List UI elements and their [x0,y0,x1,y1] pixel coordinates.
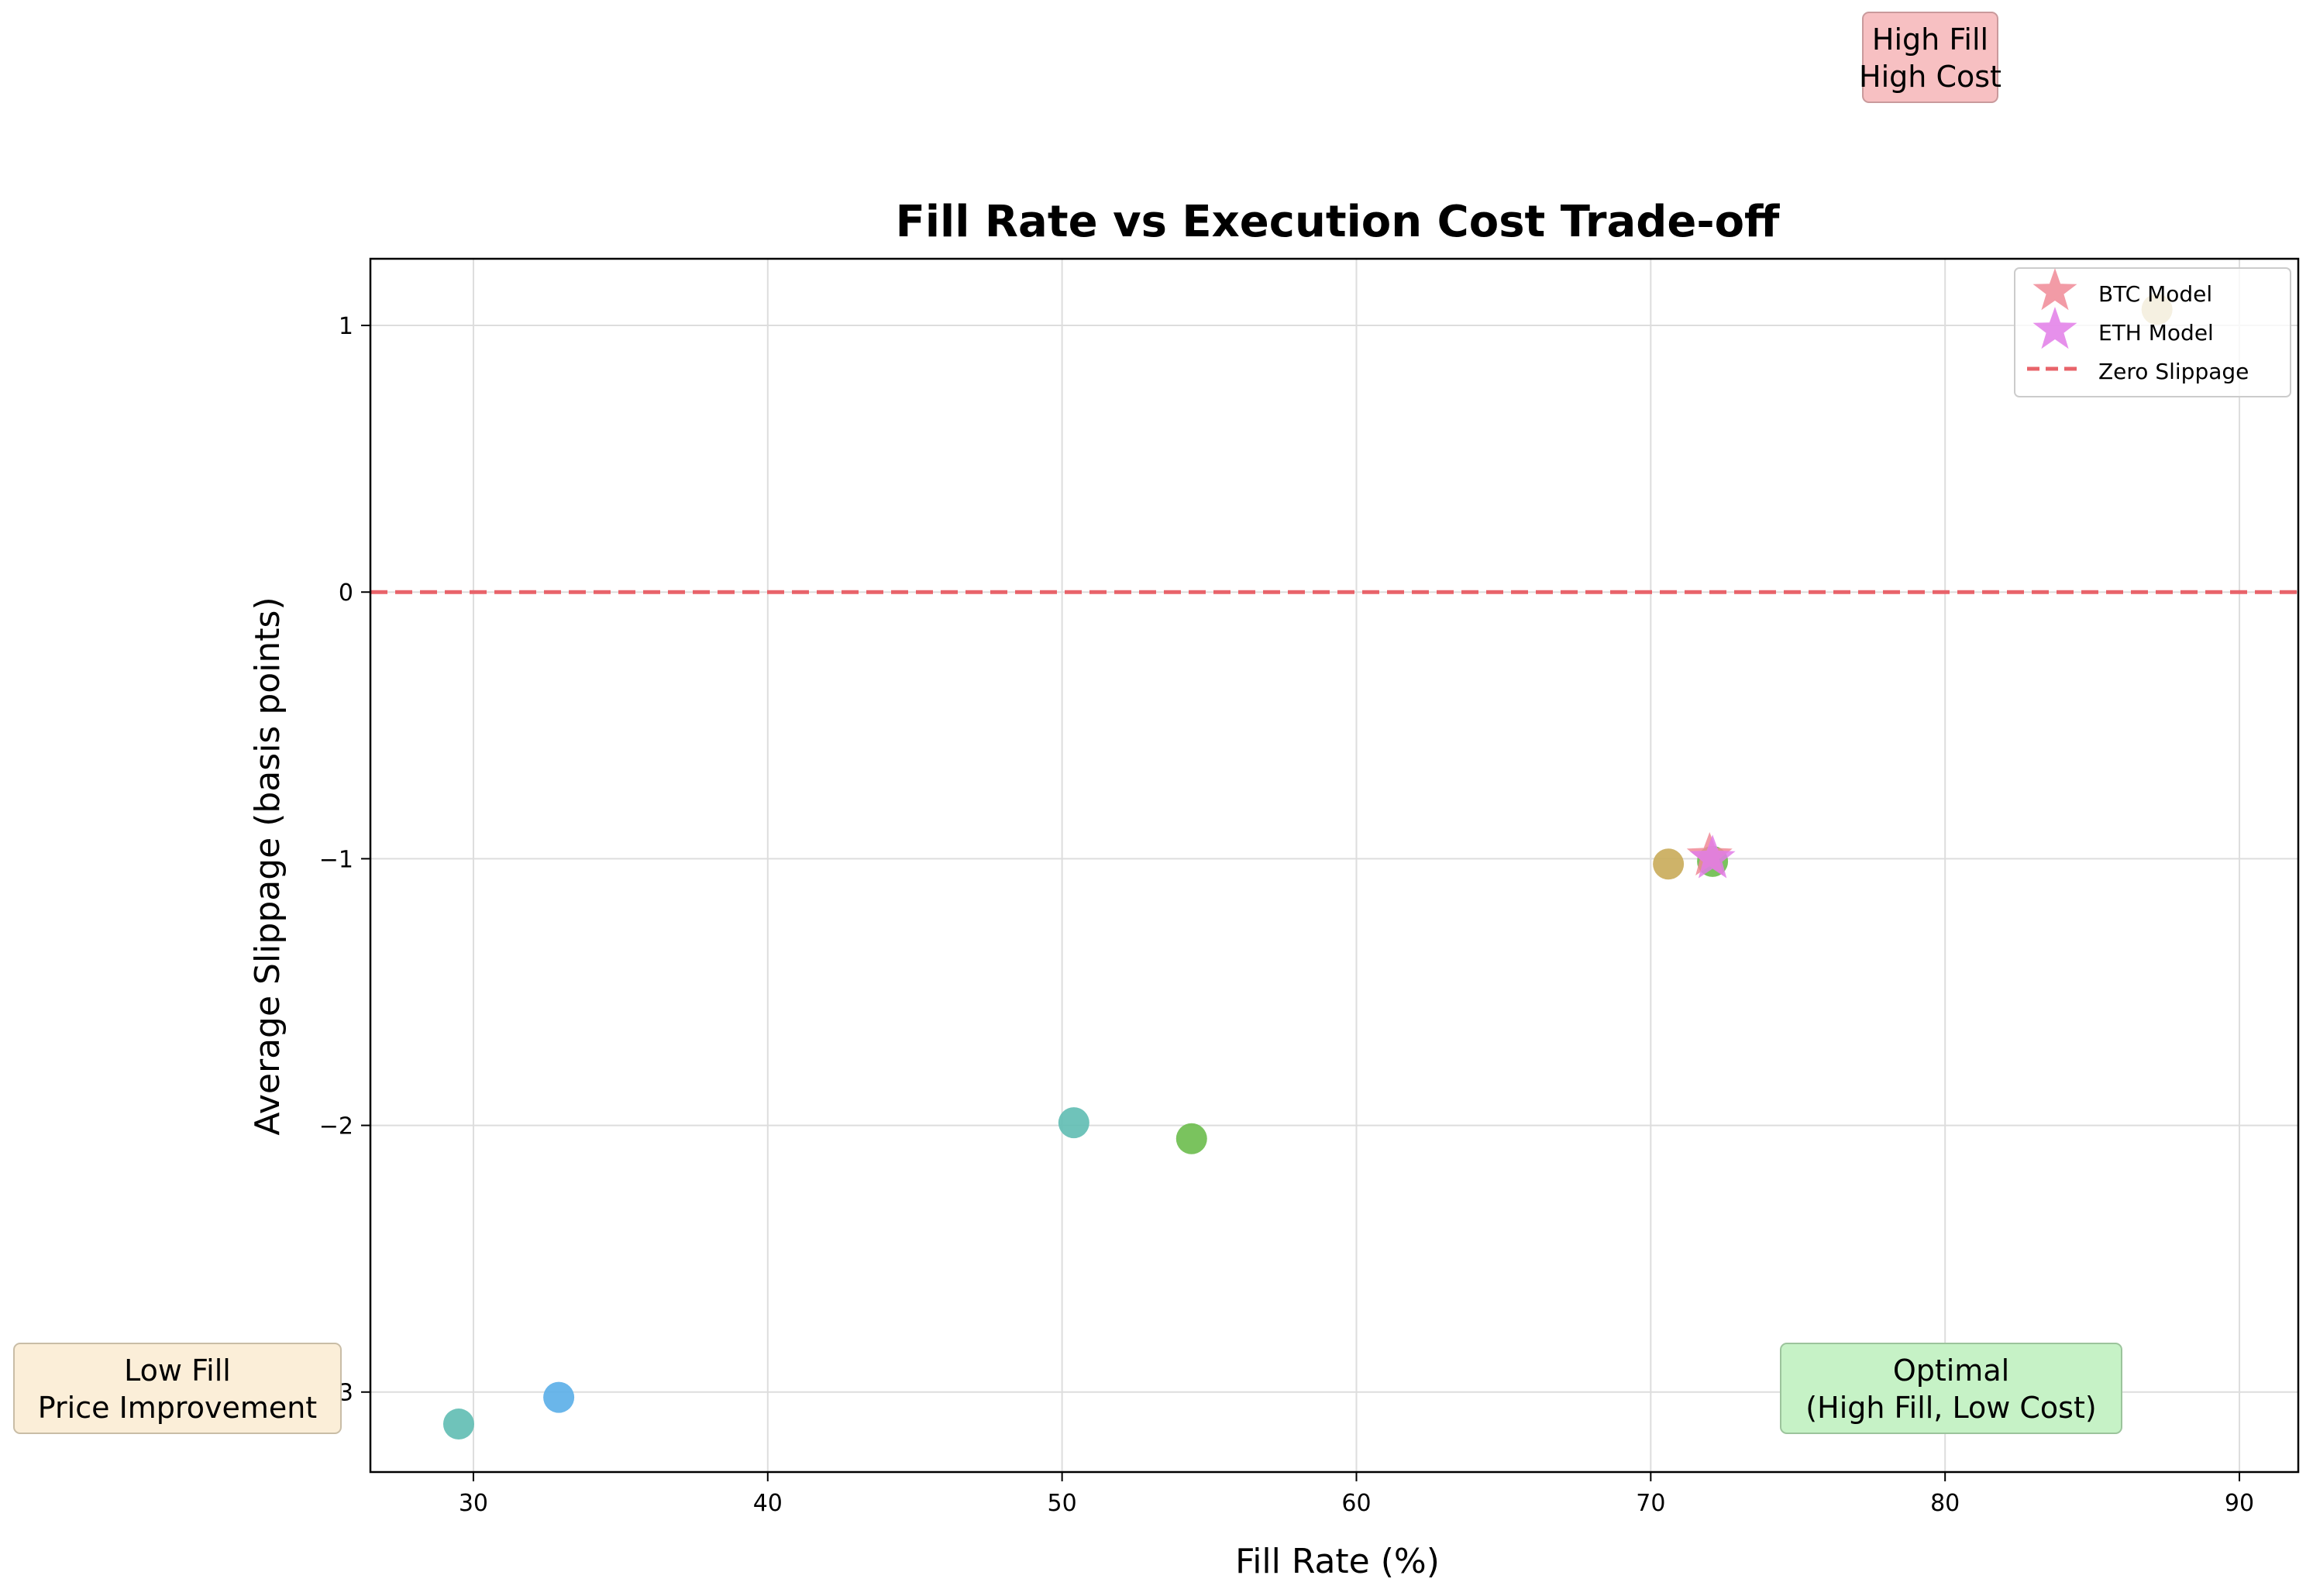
x-tick-label: 80 [1930,1490,1960,1517]
annotation-text: Optimal [1893,1354,2009,1388]
legend: BTC Model ETH Model Zero Slippage [2014,267,2291,397]
y-axis-label: Average Slippage (basis points) [248,597,287,1135]
annotation-text: Price Improvement [38,1391,317,1425]
x-tick-label: 30 [459,1490,488,1517]
x-axis-label: Fill Rate (%) [1235,1542,1440,1581]
annotation-box [1862,12,1998,103]
legend-star-marker [2032,268,2077,311]
x-tick-label: 60 [1341,1490,1371,1517]
legend-label: BTC Model [2098,281,2212,307]
y-tick-label: −1 [319,846,353,873]
legend-star-marker [2032,307,2077,349]
y-tick-label: −2 [319,1113,353,1140]
y-tick-label: 1 [339,313,353,340]
y-tick-label: 0 [339,580,353,607]
x-tick-label: 50 [1048,1490,1077,1517]
scatter-point [1175,1123,1207,1154]
legend-label: Zero Slippage [2098,359,2249,384]
annotation-text: High Cost [1859,60,2002,94]
model-star-marker [1689,834,1736,879]
annotation-text: (High Fill, Low Cost) [1805,1391,2096,1425]
x-tick-label: 40 [753,1490,783,1517]
points-layer [442,294,2173,1440]
scatter-point [1653,848,1685,880]
annotation-text: High Fill [1872,22,1988,57]
annotation-text: Low Fill [124,1354,231,1388]
legend-box [2014,267,2291,397]
x-tick-label: 70 [1636,1490,1665,1517]
chart-title: Fill Rate vs Execution Cost Trade-off [896,197,1780,247]
annotation-box [1780,1343,2122,1434]
legend-label: ETH Model [2098,320,2214,346]
annotation-box [13,1343,342,1434]
gridlines [370,259,2298,1472]
scatter-point [543,1381,575,1413]
x-tick-label: 90 [2225,1490,2254,1517]
scatter-point [442,1409,474,1440]
plot-frame [369,257,2300,1474]
scatter-point [1058,1107,1089,1139]
